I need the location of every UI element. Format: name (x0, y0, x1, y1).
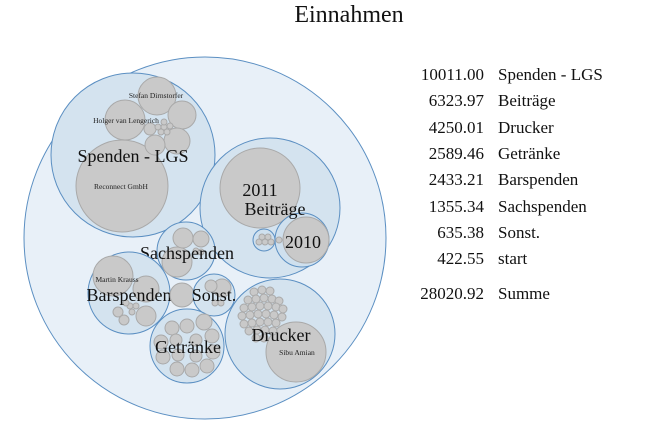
legend: 10011.00 Spenden - LGS 6323.97 Beiträge … (398, 62, 603, 307)
leaf-sibu (265, 321, 327, 383)
label-reconnect: Reconnect GmbH (94, 182, 149, 191)
label-spenden-lgs: Spenden - LGS (78, 146, 189, 166)
legend-label: Barspenden (498, 170, 579, 190)
legend-row: 422.55 start (398, 246, 603, 272)
legend-row: 635.38 Sonst. (398, 220, 603, 246)
legend-label: Spenden - LGS (498, 65, 603, 85)
leaf-stefan (137, 76, 177, 116)
legend-value: 422.55 (437, 249, 484, 269)
legend-label: Sachspenden (498, 196, 587, 216)
chart-title: Einnahmen (294, 2, 404, 28)
label-beitraege: Beiträge (245, 199, 306, 219)
label-getraenke: Getränke (155, 337, 221, 357)
legend-value: 1355.34 (428, 196, 484, 216)
legend-sum-label: Summe (498, 283, 550, 303)
bubble-chart: Stefan Dirnstorfer Holger van Lengerich … (23, 56, 387, 420)
legend-value: 2589.46 (428, 144, 484, 164)
legend-label: Getränke (498, 144, 561, 164)
legend-sum-value: 28020.92 (420, 283, 484, 303)
legend-row: 2589.46 Getränke (398, 141, 603, 167)
leaf-martin (92, 255, 134, 297)
label-sachspenden: Sachspenden (140, 243, 234, 263)
group-beitraege[interactable]: 2011 Beiträge 2010 (199, 137, 341, 279)
label-sibu: Sibu Amian (279, 348, 315, 357)
label-drucker: Drucker (252, 325, 311, 345)
legend-value: 10011.00 (420, 65, 484, 85)
leaf-2010 (282, 216, 330, 264)
legend-row: 10011.00 Spenden - LGS (398, 62, 603, 88)
label-sonst: Sonst. (192, 285, 237, 305)
legend-value: 635.38 (437, 222, 484, 242)
group-sonst[interactable]: Sonst. (192, 273, 237, 317)
group-spenden-lgs[interactable]: Stefan Dirnstorfer Holger van Lengerich … (50, 72, 216, 238)
legend-value: 4250.01 (428, 117, 484, 137)
legend-sum-row: 28020.92 Summe (398, 280, 603, 306)
label-2011: 2011 (242, 180, 277, 200)
label-holger: Holger van Lengerich (93, 116, 159, 125)
label-stefan: Stefan Dirnstorfer (129, 91, 184, 100)
leaf-2011 (219, 147, 301, 229)
legend-label: Beiträge (498, 91, 556, 111)
legend-label: start (498, 249, 528, 269)
label-barspenden: Barspenden (87, 285, 172, 305)
drucker-small-items (237, 285, 288, 343)
group-barspenden[interactable]: Martin Krauss Barspenden (87, 251, 172, 335)
legend-row: 1355.34 Sachspenden (398, 193, 603, 219)
legend-label: Sonst. (498, 222, 541, 242)
legend-label: Drucker (498, 117, 554, 137)
legend-value: 2433.21 (428, 170, 484, 190)
legend-row: 2433.21 Barspenden (398, 167, 603, 193)
label-2010: 2010 (285, 232, 321, 252)
legend-row: 4250.01 Drucker (398, 115, 603, 141)
label-martin: Martin Krauss (95, 275, 138, 284)
leaf-start[interactable] (169, 282, 195, 308)
leaf-holger (104, 99, 146, 141)
group-sachspenden[interactable]: Sachspenden (140, 221, 234, 281)
legend-value: 6323.97 (428, 91, 484, 111)
legend-row: 6323.97 Beiträge (398, 88, 603, 114)
group-drucker[interactable]: Drucker Sibu Amian (224, 278, 336, 390)
group-getraenke[interactable]: Getränke (149, 308, 225, 384)
